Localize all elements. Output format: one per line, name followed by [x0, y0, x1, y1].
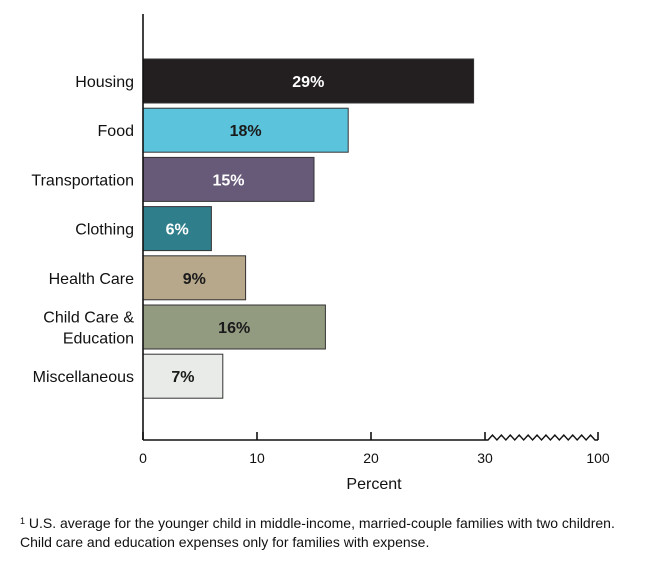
- data-label-child-care-education: 16%: [218, 320, 250, 337]
- category-label-clothing: Clothing: [75, 222, 134, 239]
- bar-miscellaneous: [142, 353, 224, 399]
- footnote: 1 U.S. average for the younger child in …: [20, 514, 640, 552]
- footnote-text: U.S. average for the younger child in mi…: [20, 515, 615, 550]
- data-label-transportation: 15%: [212, 172, 244, 189]
- bar-child-care-education: [142, 304, 326, 350]
- bar-transportation: [142, 156, 315, 202]
- data-label-food: 18%: [230, 123, 262, 140]
- category-label-housing: Housing: [75, 74, 134, 91]
- category-label-food: Food: [98, 123, 134, 140]
- bar-food: [142, 107, 349, 153]
- category-label-transportation: Transportation: [31, 172, 134, 189]
- data-label-health-care: 9%: [183, 271, 206, 288]
- bars-group: 29% Housing 18% Food 15% Transportation 6% Clot…: [31, 58, 475, 399]
- x-tick-label-20: 20: [363, 450, 379, 466]
- x-axis-break: [485, 433, 598, 442]
- data-label-clothing: 6%: [166, 222, 189, 239]
- x-axis-title: Percent: [346, 476, 402, 493]
- x-tick-label-100: 100: [586, 450, 610, 466]
- x-tick-label-30: 30: [477, 450, 493, 466]
- category-label-health-care: Health Care: [49, 271, 134, 288]
- expense-bar-chart: 29% Housing 18% Food 15% Transportation 6% Clot…: [31, 14, 610, 493]
- category-label-child-care-education: Child Care & Education: [43, 310, 134, 348]
- data-label-miscellaneous: 7%: [171, 369, 194, 386]
- footnote-marker: 1: [20, 516, 26, 526]
- category-label-miscellaneous: Miscellaneous: [33, 369, 134, 386]
- bar-housing: [142, 58, 475, 104]
- bar-health-care: [142, 255, 247, 301]
- x-tick-label-10: 10: [249, 450, 265, 466]
- x-tick-label-0: 0: [139, 450, 147, 466]
- bar-clothing: [142, 206, 212, 252]
- data-label-housing: 29%: [292, 74, 324, 91]
- axes-group: 0 10 20 30 100: [139, 14, 610, 466]
